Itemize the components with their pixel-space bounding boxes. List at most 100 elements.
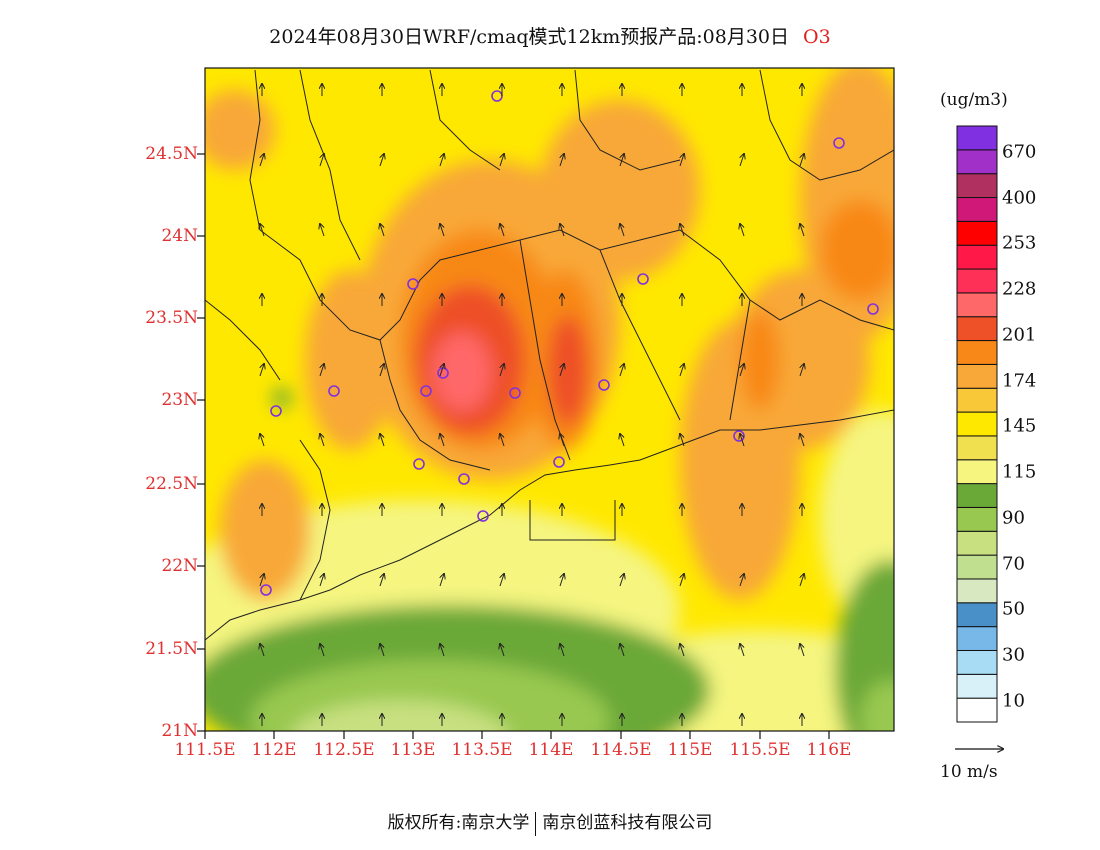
station-marker <box>598 379 610 391</box>
wind-arrow <box>320 224 325 237</box>
wind-arrow <box>740 434 745 447</box>
wind-arrow <box>319 154 324 167</box>
vector-scale-label: 10 m/s <box>940 762 998 782</box>
wind-arrow <box>679 364 684 377</box>
wind-arrow <box>499 154 504 167</box>
lat-label: 22N <box>161 556 198 576</box>
station-marker <box>477 510 489 522</box>
colorbar-swatch <box>956 626 998 651</box>
axis-ticks <box>197 153 830 739</box>
map-title-main: 2024年08月30日WRF/cmaq模式12km预报产品:08月30日 <box>269 26 790 48</box>
colorbar-level-label: 145 <box>1002 415 1037 437</box>
boundary-lines <box>205 69 894 641</box>
wind-arrow <box>260 644 265 657</box>
colorbar-swatch <box>956 578 998 604</box>
wind-arrow <box>739 364 744 377</box>
colorbar-level-label: 174 <box>1002 370 1037 392</box>
colorbar-swatch <box>956 149 998 175</box>
colorbar-swatch <box>956 197 998 222</box>
wind-arrow <box>799 574 804 587</box>
colorbar-swatch <box>956 649 998 675</box>
colorbar-level-label: 30 <box>1002 644 1025 666</box>
colorbar-swatch <box>956 292 998 318</box>
wind-arrow <box>320 434 325 447</box>
wind-arrow <box>259 154 264 167</box>
colorbar-swatch <box>956 673 998 699</box>
wind-arrow <box>559 574 564 587</box>
colorbar-swatch <box>956 363 998 389</box>
wind-arrow <box>439 574 444 587</box>
colorbar-swatch <box>956 244 998 270</box>
lon-label: 114E <box>528 740 574 760</box>
station-marker <box>328 385 340 397</box>
lon-label: 115E <box>667 740 713 760</box>
colorbar-level-label: 400 <box>1002 187 1037 209</box>
wind-arrow <box>799 154 804 167</box>
wind-arrow <box>680 434 685 447</box>
wind-arrow <box>379 364 384 377</box>
wind-arrow <box>680 224 685 237</box>
lon-label: 111.5E <box>174 740 236 760</box>
wind-arrow <box>800 644 805 657</box>
station-markers <box>260 90 879 596</box>
copyright-separator <box>535 811 537 836</box>
colorbar-swatch <box>956 340 998 365</box>
wind-arrow <box>380 434 385 447</box>
wind-arrow <box>440 224 445 237</box>
map-title: 2024年08月30日WRF/cmaq模式12km预报产品:08月30日 O3 <box>0 22 1100 49</box>
colorbar-swatch <box>956 268 998 294</box>
copyright-company: 南京创蓝科技有限公司 <box>542 813 713 833</box>
colorbar-swatch <box>956 435 998 461</box>
wind-arrow <box>740 224 745 237</box>
colorbar-swatch <box>956 506 998 532</box>
lat-label: 23N <box>161 390 198 410</box>
station-marker <box>420 385 432 397</box>
colorbar-level-label: 50 <box>1002 598 1025 620</box>
lon-label: 112.5E <box>313 740 375 760</box>
wind-arrow <box>560 224 565 237</box>
wind-arrow <box>380 224 385 237</box>
lon-label: 113E <box>390 740 436 760</box>
wind-arrow <box>559 154 564 167</box>
colorbar-swatch <box>956 602 998 628</box>
colorbar-swatch <box>956 173 998 199</box>
colorbar-swatch <box>956 459 998 485</box>
wind-arrow <box>439 154 444 167</box>
colorbar-level-label: 670 <box>1002 141 1037 163</box>
wind-arrow <box>679 574 684 587</box>
wind-arrow <box>799 364 804 377</box>
colorbar-swatch <box>956 125 998 151</box>
wind-arrow <box>739 574 744 587</box>
colorbar-level-label: 90 <box>1002 507 1025 529</box>
wind-arrow <box>259 364 264 377</box>
wind-arrow <box>559 364 564 377</box>
wind-arrow <box>619 364 624 377</box>
wind-arrow <box>800 224 805 237</box>
wind-arrow <box>260 224 265 237</box>
station-marker <box>637 273 649 285</box>
colorbar-level-label: 201 <box>1002 324 1037 346</box>
colorbar-swatch <box>956 697 998 723</box>
wind-arrow <box>740 644 745 657</box>
lat-label: 21.5N <box>145 639 198 659</box>
colorbar-level-label: 70 <box>1002 553 1025 575</box>
lon-label: 115.5E <box>729 740 791 760</box>
wind-arrow <box>499 574 504 587</box>
wind-arrow <box>620 434 625 447</box>
wind-arrow <box>739 154 744 167</box>
colorbar-level-label: 10 <box>1002 690 1025 712</box>
colorbar-swatch <box>956 220 998 246</box>
wind-arrow <box>379 574 384 587</box>
lon-label: 112E <box>251 740 297 760</box>
lat-label: 22.5N <box>145 474 198 494</box>
colorbar-swatch <box>956 554 998 580</box>
wind-arrow <box>379 154 384 167</box>
lon-label: 116E <box>806 740 852 760</box>
wind-arrow <box>440 434 445 447</box>
wind-vectors <box>260 84 804 726</box>
pollutant-label: O3 <box>803 26 831 48</box>
colorbar-swatch <box>956 411 998 437</box>
colorbar-swatch <box>956 483 998 508</box>
wind-arrow <box>620 224 625 237</box>
wind-arrow <box>260 434 265 447</box>
